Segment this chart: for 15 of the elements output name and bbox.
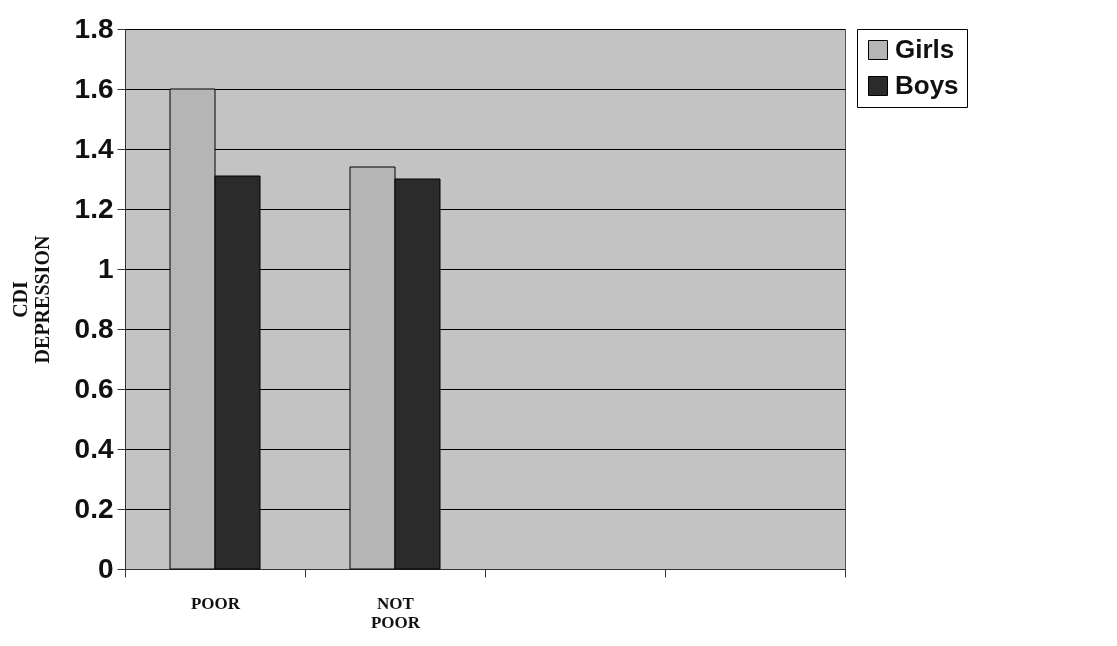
y-tick-label: 1.2 (74, 192, 114, 224)
y-tick-label: 1.6 (74, 72, 114, 104)
y-tick-label: 1 (97, 252, 114, 284)
legend-label: Girls (895, 34, 955, 64)
x-tick-label: POOR (190, 593, 241, 613)
x-tick-label: NOT POOR (370, 593, 421, 632)
y-tick-label: 0.2 (74, 492, 114, 524)
y-tick-label: 0.4 (74, 432, 114, 464)
y-tick-label: 0.8 (74, 312, 114, 344)
y-tick-label: 1.4 (74, 132, 114, 164)
y-tick-label: 0 (97, 552, 114, 584)
y-tick-label: 0.6 (74, 372, 114, 404)
y-axis-title: CDI DEPRESSION (8, 235, 53, 364)
y-tick-label: 1.8 (74, 12, 114, 44)
legend-label: Boys (895, 70, 959, 100)
